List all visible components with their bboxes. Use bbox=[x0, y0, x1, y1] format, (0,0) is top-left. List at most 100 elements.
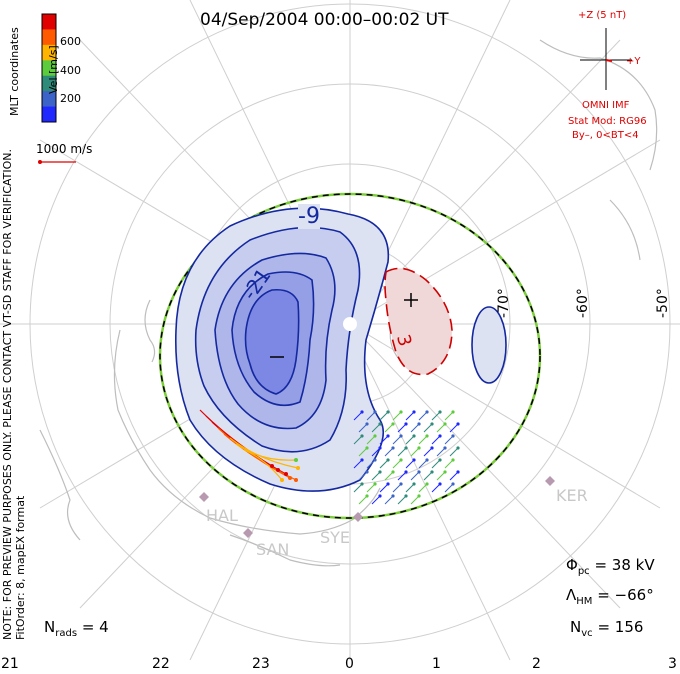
vector-line bbox=[410, 471, 420, 481]
stat-phi-symbol: Φ bbox=[566, 556, 578, 574]
vector-line bbox=[431, 459, 441, 469]
vector-origin bbox=[425, 458, 429, 462]
mlt-label-23: 23 bbox=[252, 656, 270, 672]
vector-line bbox=[379, 435, 389, 445]
vector-origin bbox=[365, 422, 369, 426]
vector-line bbox=[410, 423, 420, 433]
vector-line bbox=[384, 447, 394, 457]
stat-phi-value: = 38 kV bbox=[594, 556, 655, 574]
vector-line bbox=[392, 483, 402, 493]
station-label-san: SAN bbox=[256, 540, 290, 559]
vector-line bbox=[353, 459, 363, 469]
vector-origin bbox=[391, 494, 395, 498]
stat-nrads-value: = 4 bbox=[81, 618, 109, 636]
colorbar-segment bbox=[42, 14, 56, 30]
vector-origins-west bbox=[270, 458, 300, 482]
mlt-label-22: 22 bbox=[152, 656, 170, 672]
vector-line bbox=[358, 447, 368, 457]
colorbar-label: Vel [m/s] bbox=[47, 45, 60, 94]
vector-line bbox=[358, 471, 368, 481]
vector-origin bbox=[417, 422, 421, 426]
vector-line bbox=[418, 435, 428, 445]
vector-line bbox=[366, 435, 376, 445]
vector-origin bbox=[456, 422, 460, 426]
vector-origin bbox=[386, 482, 390, 486]
colorbar-segment bbox=[42, 91, 56, 108]
vector-origin bbox=[399, 482, 403, 486]
vector-line bbox=[405, 435, 415, 445]
small-negative-cell bbox=[471, 306, 507, 384]
imf-dial bbox=[580, 28, 632, 90]
vector-origin bbox=[365, 494, 369, 498]
colorbar-segment bbox=[42, 75, 56, 92]
vector-line bbox=[392, 459, 402, 469]
vector-line bbox=[410, 447, 420, 457]
vector-line bbox=[366, 459, 376, 469]
imf-z-label: +Z (5 nT) bbox=[578, 10, 627, 21]
lat-label-60: -60° bbox=[575, 288, 591, 318]
vector-origin bbox=[430, 470, 434, 474]
hm-boundary bbox=[158, 192, 542, 520]
vector-origin bbox=[391, 422, 395, 426]
vector-line bbox=[431, 411, 441, 421]
vector-origin bbox=[438, 434, 442, 438]
vector-origin bbox=[443, 446, 447, 450]
imf-condition: By–, 0<BT<4 bbox=[572, 130, 639, 141]
stat-lambda-value: = −66° bbox=[597, 586, 654, 604]
vector-origin bbox=[378, 470, 382, 474]
colorbar-segment bbox=[42, 44, 56, 61]
mlt-label-0: 0 bbox=[345, 656, 354, 672]
vector-line bbox=[353, 411, 363, 421]
vector-line bbox=[449, 423, 459, 433]
colorbar-segment bbox=[42, 29, 56, 46]
vector-origin bbox=[417, 494, 421, 498]
imf-model: Stat Mod: RG96 bbox=[568, 116, 647, 127]
vector-origin bbox=[430, 446, 434, 450]
vector-line bbox=[371, 495, 381, 505]
vector-line bbox=[444, 483, 454, 493]
vector-line bbox=[418, 411, 428, 421]
colorbar-tick-200: 200 bbox=[60, 92, 81, 105]
vector-origin bbox=[417, 470, 421, 474]
extrema-markers bbox=[270, 293, 418, 358]
vector-line bbox=[371, 471, 381, 481]
stat-nvc-symbol: N bbox=[570, 618, 582, 636]
vector-origin bbox=[404, 422, 408, 426]
vector-line bbox=[384, 423, 394, 433]
vector-origin bbox=[360, 482, 364, 486]
vector-origin bbox=[391, 470, 395, 474]
vector-origin bbox=[360, 458, 364, 462]
stat-lambda: ΛHM = −66° bbox=[566, 586, 654, 607]
vector-line bbox=[371, 423, 381, 433]
colorbar-tick-400: 400 bbox=[60, 64, 81, 77]
vector-line bbox=[392, 411, 402, 421]
vector-origin bbox=[399, 410, 403, 414]
imf-y-label: +Y bbox=[626, 56, 641, 67]
vector-origin bbox=[360, 410, 364, 414]
vector-line bbox=[436, 423, 446, 433]
vector-line bbox=[444, 435, 454, 445]
vector-origin bbox=[386, 410, 390, 414]
scale-vector bbox=[38, 160, 76, 164]
vector-origin bbox=[425, 434, 429, 438]
vector-origin bbox=[438, 458, 442, 462]
stat-nvc-value: = 156 bbox=[597, 618, 644, 636]
vector-origin bbox=[425, 410, 429, 414]
vector-line bbox=[397, 423, 407, 433]
stat-lambda-sub: HM bbox=[576, 596, 593, 607]
vector-line bbox=[392, 435, 402, 445]
vector-origin bbox=[399, 434, 403, 438]
vector-line bbox=[397, 471, 407, 481]
vector-origin bbox=[456, 470, 460, 474]
mlt-label-3: 3 bbox=[668, 656, 677, 672]
vector-line bbox=[397, 447, 407, 457]
vector-line bbox=[366, 411, 376, 421]
vector-origin bbox=[373, 482, 377, 486]
vector-line bbox=[379, 411, 389, 421]
vector-origin bbox=[438, 410, 442, 414]
vector-line bbox=[449, 471, 459, 481]
station-markers bbox=[199, 476, 555, 538]
stat-nrads: Nrads = 4 bbox=[44, 618, 109, 639]
vector-origin bbox=[404, 494, 408, 498]
